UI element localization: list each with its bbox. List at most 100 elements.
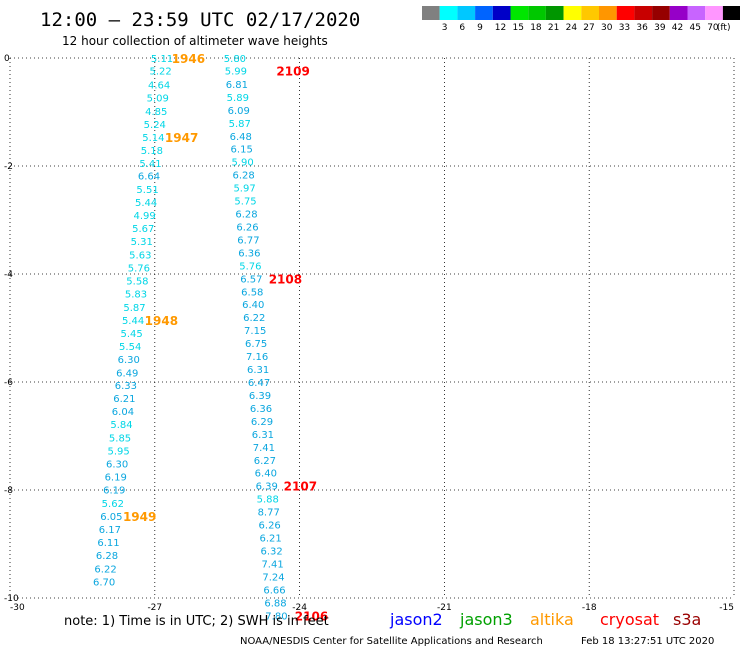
wave-height-value: 6.21 xyxy=(260,534,282,545)
wave-height-value: 6.19 xyxy=(105,473,127,484)
wave-height-value: 4.85 xyxy=(145,107,167,118)
wave-height-value: 8.77 xyxy=(258,508,280,519)
wave-height-value: 6.40 xyxy=(242,300,264,311)
color-bin xyxy=(616,6,635,20)
wave-height-value: 5.76 xyxy=(239,261,261,272)
pass-time-label: 1946 xyxy=(172,52,205,66)
wave-height-value: 6.05 xyxy=(100,512,122,523)
color-bin-label: 70 xyxy=(707,23,719,33)
wave-height-value: 5.87 xyxy=(123,303,145,314)
color-bin-label: 24 xyxy=(566,23,578,33)
wave-height-value: 5.99 xyxy=(225,66,247,77)
satellite-name: jason2 xyxy=(389,610,443,629)
color-bin xyxy=(705,6,723,20)
wave-height-value: 6.30 xyxy=(118,355,140,366)
pass-time-label: 2109 xyxy=(276,64,309,78)
wave-height-value: 5.87 xyxy=(229,119,251,130)
y-tick-label: 0 xyxy=(4,54,10,64)
wave-height-value: 5.51 xyxy=(136,185,158,196)
wave-height-value: 4.64 xyxy=(148,80,170,91)
footer-note: note: 1) Time is in UTC; 2) SWH is in fe… xyxy=(64,614,329,629)
color-bin-label: 21 xyxy=(548,23,559,33)
pass-time-label: 1948 xyxy=(145,314,178,328)
wave-height-value: 6.57 xyxy=(240,274,262,285)
wave-height-value: 6.31 xyxy=(247,365,269,376)
wave-height-value: 5.84 xyxy=(110,420,132,431)
wave-height-value: 5.62 xyxy=(102,499,124,510)
chart-subtitle: 12 hour collection of altimeter wave hei… xyxy=(62,34,328,48)
wave-height-value: 6.30 xyxy=(106,460,128,471)
wave-height-value: 6.88 xyxy=(264,598,286,609)
color-scale-legend: 3 6 9 12 15 18 21 24 27 30 33 36 39 42 45 70(ft) xyxy=(422,6,740,33)
x-tick-label: -30 xyxy=(10,603,25,613)
wave-height-value: 6.64 xyxy=(138,172,160,183)
wave-height-value: 6.19 xyxy=(103,485,125,496)
wave-height-value: 5.76 xyxy=(128,264,150,275)
wave-height-value: 5.54 xyxy=(119,342,141,353)
pass-time-label: 2107 xyxy=(284,480,317,494)
wave-height-value: 5.95 xyxy=(107,447,129,458)
color-bin xyxy=(652,6,670,20)
wave-height-value: 5.83 xyxy=(125,289,147,300)
color-bin xyxy=(528,6,546,20)
wave-height-value: 5.90 xyxy=(232,158,254,169)
wave-height-value: 6.48 xyxy=(230,132,252,143)
color-bin-label: 30 xyxy=(601,23,613,33)
wave-height-value: 5.88 xyxy=(257,495,279,506)
color-bin-label: 18 xyxy=(530,23,542,33)
wave-height-value: 6.28 xyxy=(235,210,257,221)
wave-height-value: 6.22 xyxy=(243,313,265,324)
y-tick-label: -2 xyxy=(4,162,13,172)
color-bin xyxy=(581,6,599,20)
y-tick-label: -8 xyxy=(4,486,13,496)
color-bin-label: 9 xyxy=(477,23,483,33)
plot-grid xyxy=(9,57,735,599)
color-bin-label: 6 xyxy=(459,23,465,33)
wave-height-value: 5.22 xyxy=(149,66,171,77)
x-axis-ticks: -30 -27 -24 -21 -18 -15 xyxy=(10,603,734,613)
pass-time-label: 1947 xyxy=(165,131,198,145)
wave-height-value: 5.31 xyxy=(131,237,153,248)
wave-height-value: 6.75 xyxy=(245,339,267,350)
wave-height-value: 5.85 xyxy=(109,434,131,445)
wave-height-value: 6.81 xyxy=(226,80,248,91)
satellite-name: cryosat xyxy=(600,610,659,629)
wave-height-value: 6.33 xyxy=(115,381,137,392)
wave-height-value: 6.26 xyxy=(259,521,281,532)
wave-height-value: 7.16 xyxy=(246,352,268,363)
wave-height-value: 6.09 xyxy=(228,106,250,117)
wave-height-value: 5.24 xyxy=(144,120,166,131)
timestamp-text: Feb 18 13:27:51 UTC 2020 xyxy=(581,636,714,647)
wave-height-value: 5.14 xyxy=(142,133,164,144)
wave-height-value: 6.28 xyxy=(232,171,254,182)
wave-height-value: 5.80 xyxy=(224,54,246,65)
color-bin-label: 12 xyxy=(495,23,506,33)
wave-height-value: 6.70 xyxy=(93,577,115,588)
x-tick-label: -18 xyxy=(582,603,597,613)
wave-height-value: 6.36 xyxy=(250,404,272,415)
color-bin xyxy=(422,6,440,20)
wave-height-value: 6.66 xyxy=(263,585,285,596)
x-tick-label: -27 xyxy=(147,603,162,613)
color-bin xyxy=(634,6,653,20)
wave-height-value: 5.45 xyxy=(120,329,142,340)
wave-height-value: 5.89 xyxy=(227,93,249,104)
satellite-name: altika xyxy=(530,610,574,629)
color-bin-label: 3 xyxy=(442,23,448,33)
wave-height-value: 6.47 xyxy=(248,378,270,389)
data-points: 5.115.22 4.64 5.09 4.85 5.24 5.14 5.18 5.41 6.64… xyxy=(93,54,288,622)
pass-time-label: 1949 xyxy=(123,510,156,524)
color-bin xyxy=(687,6,706,20)
color-bin xyxy=(510,6,529,20)
wave-height-value: 6.29 xyxy=(251,417,273,428)
wave-height-value: 6.39 xyxy=(249,391,271,402)
chart-title: 12:00 – 23:59 UTC 02/17/2020 xyxy=(40,9,360,31)
color-bin-label: 15 xyxy=(513,23,524,33)
color-bin xyxy=(669,6,688,20)
wave-height-value: 5.63 xyxy=(129,251,151,262)
color-bin xyxy=(563,6,582,20)
wave-height-value: 6.58 xyxy=(241,287,263,298)
wave-height-value: 7.41 xyxy=(261,559,283,570)
color-bin-label: 33 xyxy=(619,23,630,33)
wave-height-value: 5.44 xyxy=(135,198,157,209)
